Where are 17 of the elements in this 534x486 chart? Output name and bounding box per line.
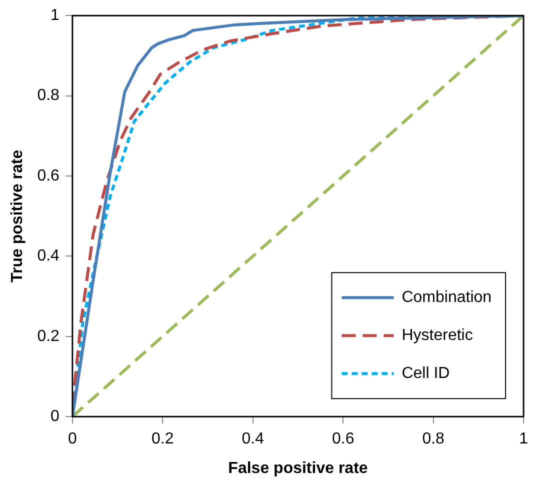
y-tick-label: 0 xyxy=(50,408,60,426)
legend-label: Cell ID xyxy=(402,365,450,382)
y-tick-label: 0.2 xyxy=(37,328,60,345)
legend-label: Combination xyxy=(402,289,492,306)
y-tick-label: 0.8 xyxy=(37,87,60,104)
x-tick-label: 0.2 xyxy=(152,430,174,448)
x-tick-label: 0.8 xyxy=(422,430,445,448)
y-tick-label: 0.4 xyxy=(37,248,60,265)
x-tick-label: 0.6 xyxy=(332,430,354,448)
x-tick-label: 0.4 xyxy=(242,430,264,448)
y-tick-label: 1 xyxy=(50,7,60,24)
y-axis-title: True positive rate xyxy=(9,150,26,282)
x-tick-label: 0 xyxy=(68,430,77,448)
legend-label: Hysteretic xyxy=(402,327,473,344)
x-tick-label: 1 xyxy=(519,430,528,448)
y-tick-label: 0.6 xyxy=(37,167,60,184)
x-axis-title: False positive rate xyxy=(228,460,368,477)
